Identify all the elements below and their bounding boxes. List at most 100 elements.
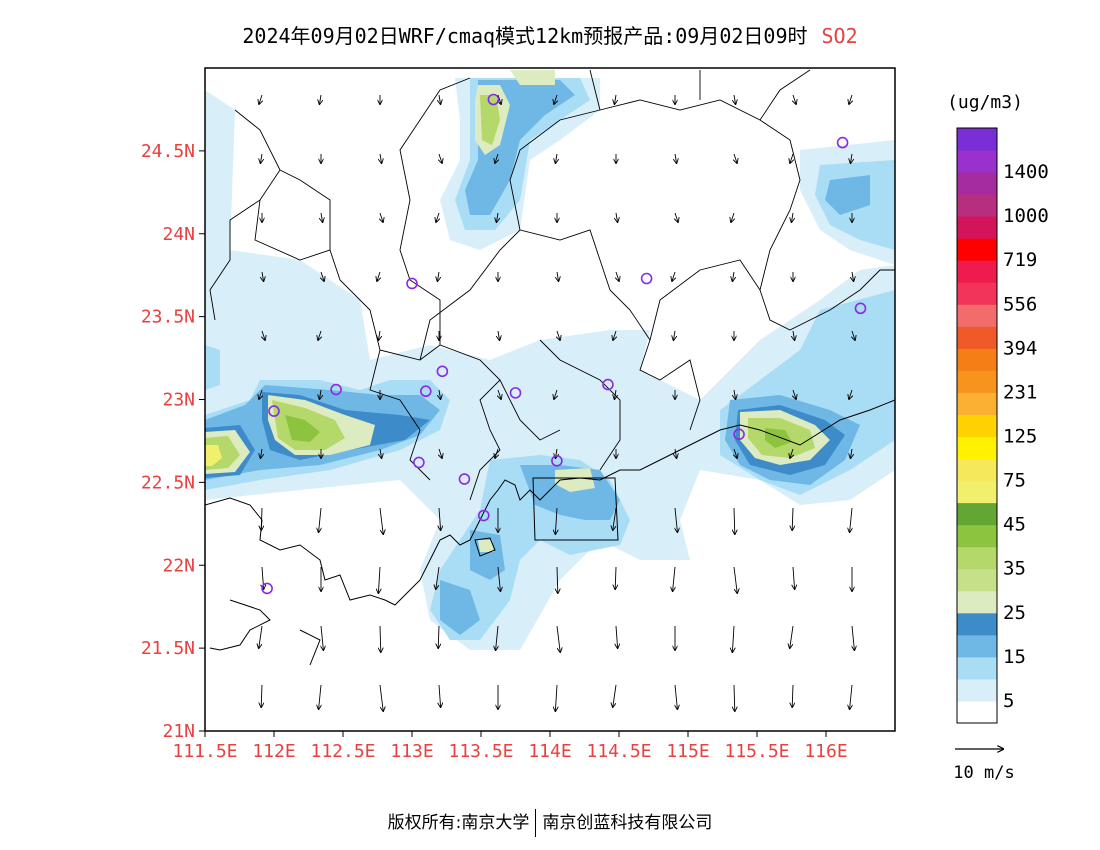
colorbar-label: 75 bbox=[1003, 470, 1026, 492]
island-coast bbox=[209, 537, 496, 666]
wind-arrow bbox=[556, 153, 558, 163]
colorbar-segment bbox=[957, 700, 997, 724]
station-marker bbox=[733, 428, 745, 441]
wind-arrow bbox=[615, 389, 617, 399]
y-tick-label: 24.5N bbox=[141, 141, 195, 162]
colorbar-segment bbox=[957, 612, 997, 636]
wind-arrow bbox=[261, 448, 263, 458]
contour-35-north bbox=[480, 95, 500, 145]
wind-arrow bbox=[790, 625, 794, 648]
wind-arrow bbox=[613, 330, 616, 340]
contour-20-ne bbox=[825, 175, 870, 215]
wind-arrow bbox=[321, 625, 323, 650]
wind-arrow bbox=[379, 684, 383, 711]
wind-arrow bbox=[852, 271, 854, 281]
x-tick-label: 114E bbox=[528, 741, 571, 762]
colorbar-segment bbox=[957, 216, 997, 239]
copyright-owner: 版权所有:南京大学 bbox=[387, 813, 530, 833]
wind-arrow bbox=[554, 389, 557, 399]
wind-arrow bbox=[556, 625, 560, 652]
wind-arrow bbox=[675, 153, 677, 163]
wind-arrow bbox=[497, 212, 499, 222]
station-marker bbox=[436, 365, 449, 378]
wind-arrow bbox=[380, 448, 382, 458]
colorbar-segment bbox=[957, 238, 997, 261]
colorbar-label: 1400 bbox=[1003, 161, 1049, 183]
station-marker bbox=[458, 473, 471, 485]
wind-arrow bbox=[793, 330, 795, 340]
colorbar-segment bbox=[957, 304, 997, 327]
contour-15-left bbox=[205, 345, 220, 390]
wind-arrow bbox=[790, 153, 793, 163]
wind-arrow bbox=[498, 94, 501, 104]
colorbar: 5 15 25 35 45 75 125 231 394 556 719 1000 1400 bbox=[957, 128, 1049, 724]
wind-arrow bbox=[498, 389, 501, 399]
contour-30-north2 bbox=[510, 70, 555, 85]
wind-arrow bbox=[734, 684, 735, 711]
colorbar-segment bbox=[957, 458, 997, 482]
wind-arrow bbox=[615, 94, 617, 104]
wind-arrow bbox=[850, 507, 852, 532]
wind-arrow bbox=[319, 507, 321, 532]
wind-arrow bbox=[675, 684, 677, 709]
station-marker bbox=[640, 272, 653, 285]
wind-arrow bbox=[259, 94, 262, 104]
footer-divider bbox=[535, 809, 537, 837]
colorbar-label: 1000 bbox=[1003, 205, 1049, 227]
contour-45-east bbox=[765, 428, 792, 448]
wind-arrow bbox=[377, 271, 380, 281]
wind-arrow bbox=[734, 507, 735, 534]
wind-arrow bbox=[379, 330, 381, 340]
contour-45-west bbox=[285, 415, 320, 442]
contour-30-prd bbox=[555, 468, 595, 492]
wind-arrow bbox=[792, 507, 793, 530]
wind-arrow bbox=[555, 684, 557, 711]
colorbar-segment bbox=[957, 656, 997, 680]
colorbar-label: 25 bbox=[1003, 602, 1026, 624]
wind-arrow bbox=[674, 330, 676, 340]
wind-arrow bbox=[321, 212, 323, 222]
contour-45-far-west bbox=[205, 445, 222, 466]
wind-arrow bbox=[498, 566, 500, 591]
colorbar-segment bbox=[957, 370, 997, 393]
wind-arrow bbox=[616, 212, 618, 222]
x-tick-label: 113.5E bbox=[448, 741, 513, 762]
colorbar-segment bbox=[957, 546, 997, 570]
y-tick-label: 22.5N bbox=[141, 472, 195, 493]
contour-30-spot bbox=[478, 540, 494, 552]
wind-arrow bbox=[849, 389, 852, 399]
contour-5 bbox=[205, 90, 895, 650]
wind-arrow bbox=[320, 389, 322, 399]
station-marker bbox=[602, 378, 614, 391]
station-marker bbox=[330, 383, 342, 396]
colorbar-segment bbox=[957, 568, 997, 592]
wind-arrow bbox=[439, 448, 442, 458]
colorbar-label: 15 bbox=[1003, 646, 1026, 668]
wind-arrow bbox=[852, 625, 854, 650]
wind-arrow bbox=[321, 271, 324, 281]
wind-arrow bbox=[793, 566, 795, 589]
colorbar-segment bbox=[957, 326, 997, 349]
colorbar-segment bbox=[957, 414, 997, 438]
y-tick-label: 21.5N bbox=[141, 638, 195, 659]
wind-arrow bbox=[555, 507, 557, 534]
colorbar-segment bbox=[957, 194, 997, 217]
city-borders bbox=[209, 69, 895, 501]
colorbar-label: 231 bbox=[1003, 381, 1037, 403]
wind-arrow bbox=[554, 94, 557, 104]
contour-20-south bbox=[440, 580, 480, 635]
wind-arrow bbox=[262, 330, 265, 340]
wind-arrow bbox=[673, 566, 675, 591]
x-tick-label: 111.5E bbox=[172, 741, 237, 762]
wind-arrow bbox=[792, 684, 793, 707]
wind-arrow bbox=[439, 94, 441, 104]
x-tick-label: 115.5E bbox=[724, 741, 789, 762]
wind-arrow bbox=[850, 684, 852, 709]
colorbar-label: 5 bbox=[1003, 690, 1014, 712]
x-tick-label: 115E bbox=[666, 741, 709, 762]
x-tick-label: 113E bbox=[390, 741, 433, 762]
x-tick-label: 114.5E bbox=[586, 741, 651, 762]
wind-arrow bbox=[261, 684, 262, 707]
colorbar-label: 719 bbox=[1003, 249, 1037, 271]
y-tick-label: 23.5N bbox=[141, 307, 195, 328]
